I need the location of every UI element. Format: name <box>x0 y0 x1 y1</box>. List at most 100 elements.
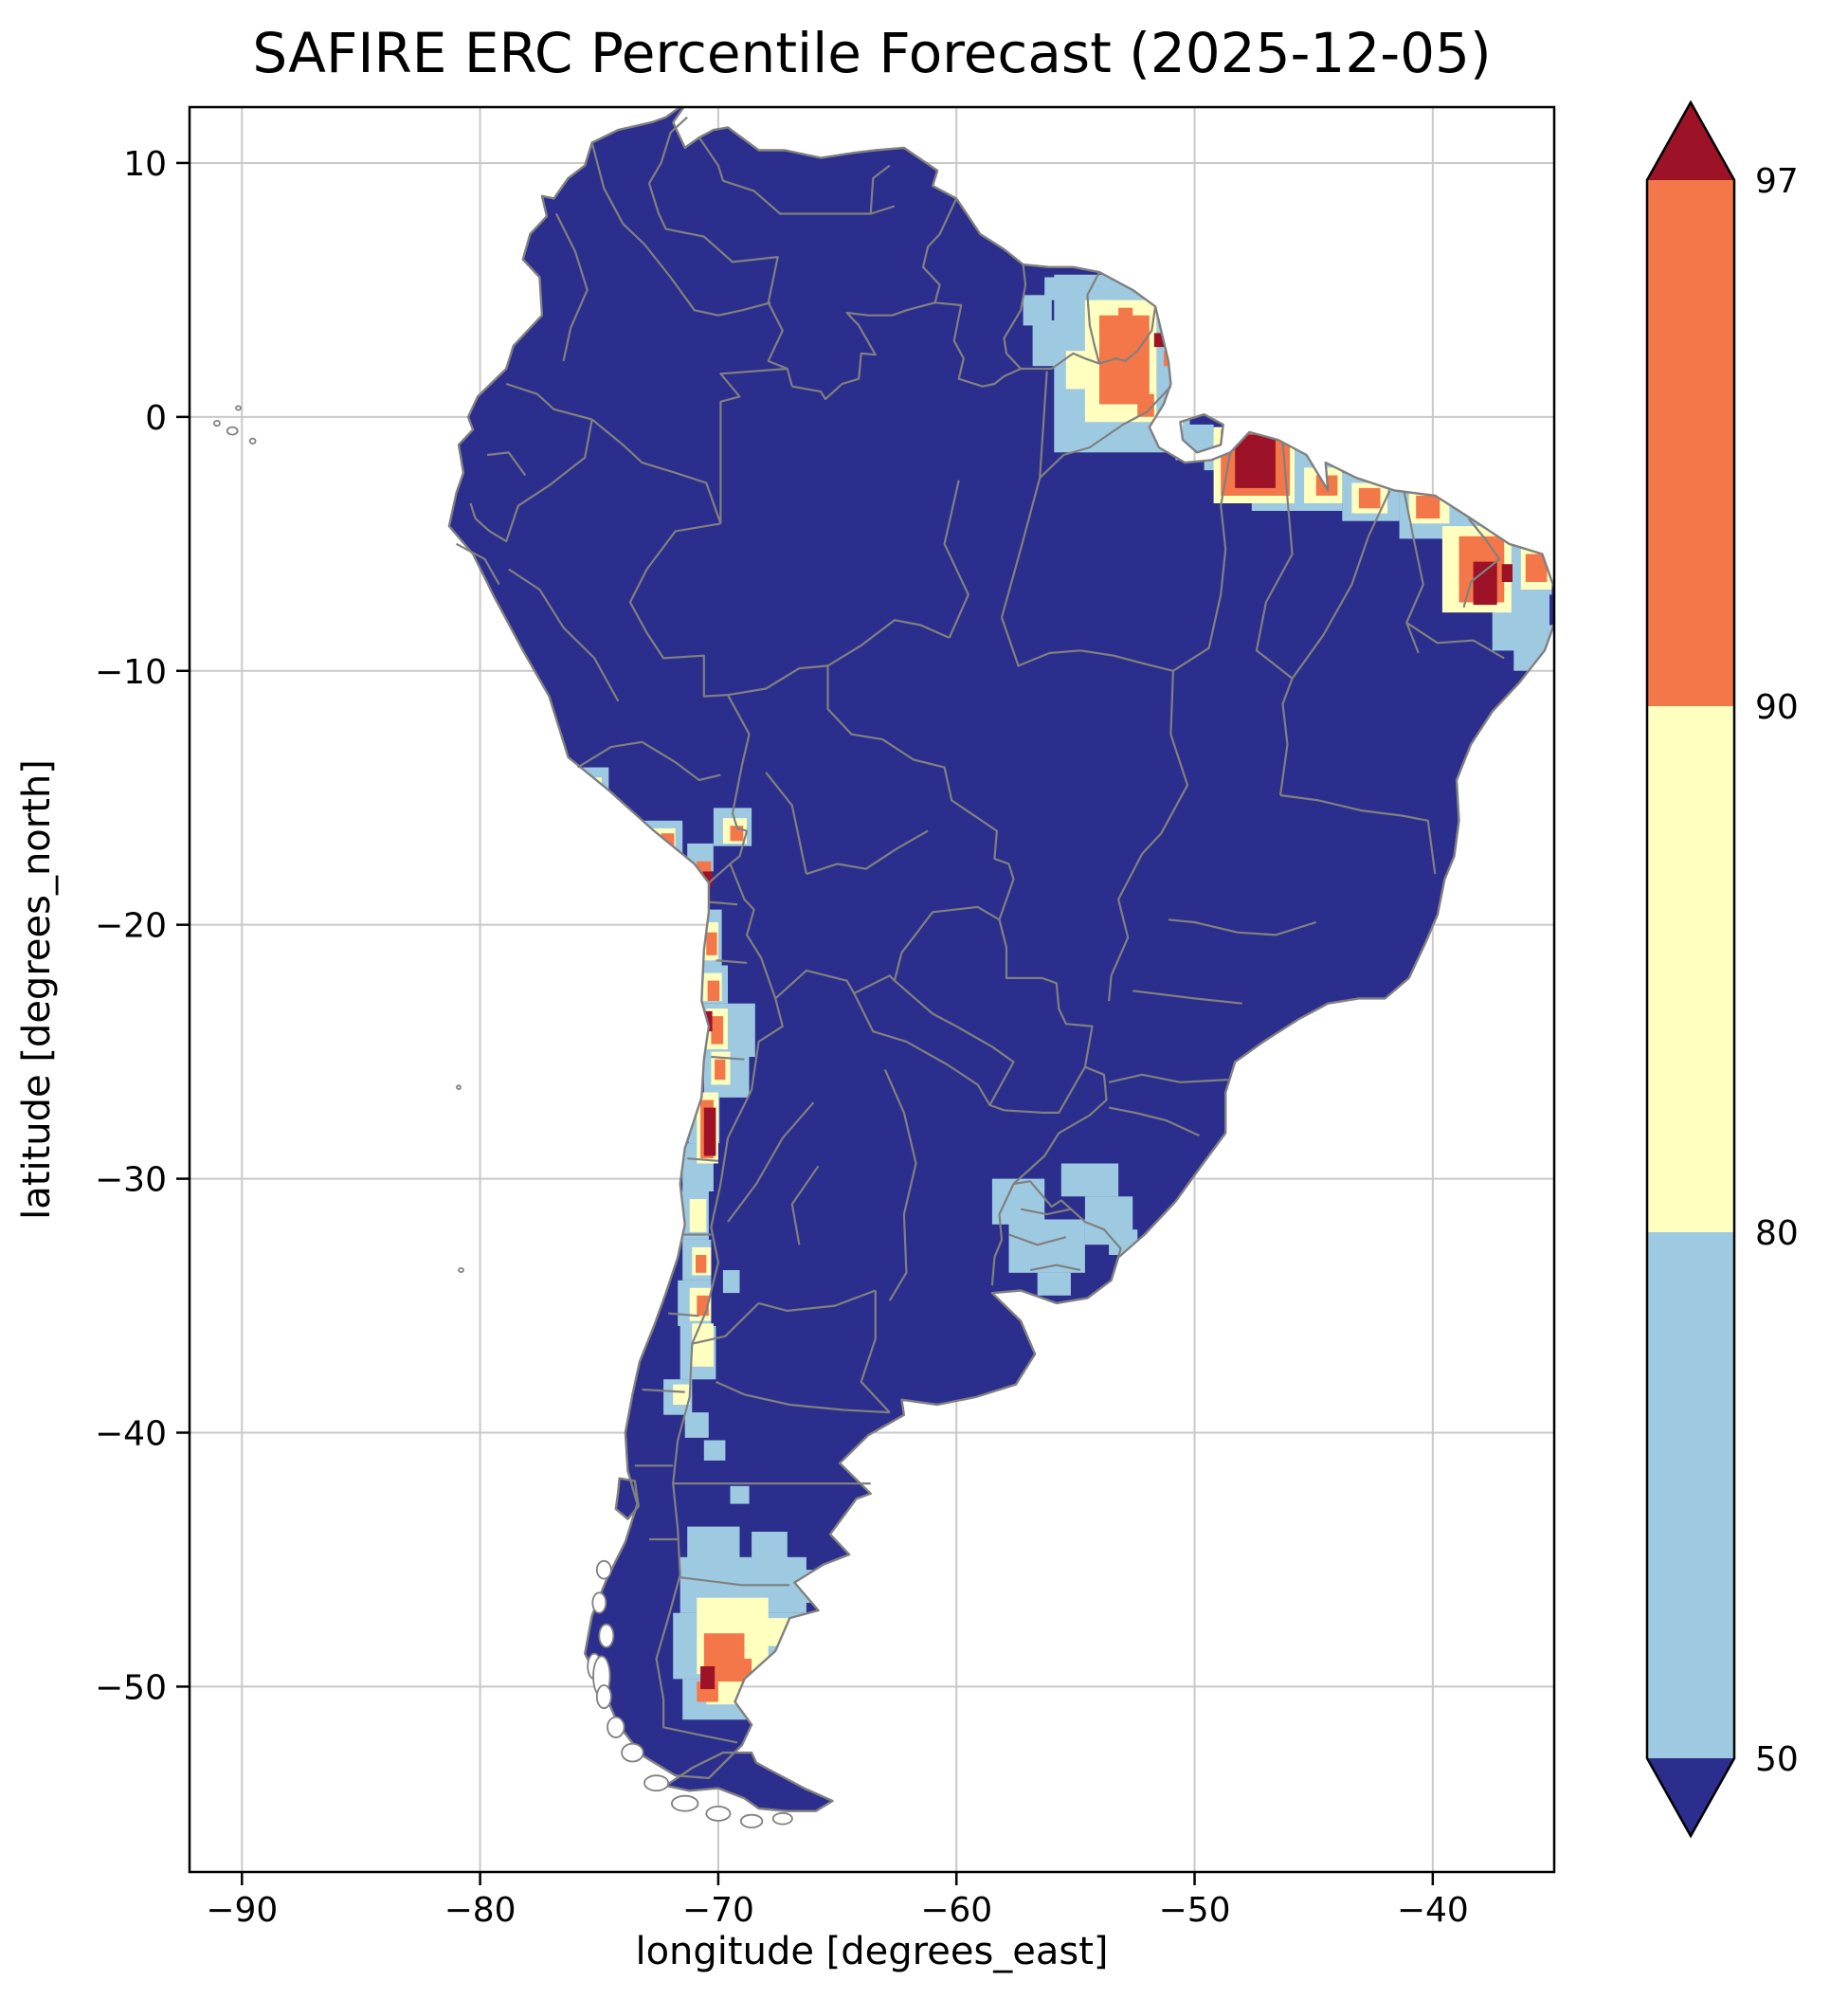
admin-boundary-line <box>765 772 807 875</box>
y-tick-label: 0 <box>145 399 167 438</box>
admin-boundary-line <box>1013 1180 1122 1281</box>
coastline-path <box>447 107 1554 1780</box>
x-axis-label: longitude [degrees_east] <box>635 1930 1108 1973</box>
admin-boundary-line <box>679 1576 790 1587</box>
x-tick-label: −40 <box>1397 1891 1469 1930</box>
x-tick-label: −70 <box>682 1891 754 1930</box>
admin-boundary-line <box>1020 1208 1072 1216</box>
admin-boundary-line <box>1172 452 1232 672</box>
admin-boundary-line <box>1000 617 1174 672</box>
coastline-path <box>614 1477 640 1520</box>
island <box>595 1684 612 1710</box>
admin-boundary-line <box>791 301 935 401</box>
percentile-cell->97 <box>1501 564 1513 582</box>
percentile-cell->97 <box>1473 561 1497 606</box>
admin-boundary-line <box>826 619 951 667</box>
admin-boundary-line <box>508 568 620 702</box>
y-tick-label: −40 <box>95 1415 167 1454</box>
admin-boundary-line <box>727 1101 815 1223</box>
admin-boundary-line <box>1403 491 1424 654</box>
island <box>607 1716 625 1738</box>
admin-boundary-line <box>590 142 645 245</box>
plot-frame <box>188 105 1556 1874</box>
percentile-cell-80-90 <box>673 1384 690 1405</box>
admin-boundary-line <box>642 1388 685 1393</box>
y-axis-label: latitude [degrees_north] <box>15 759 59 1220</box>
percentile-cell-50-80 <box>1060 1163 1119 1197</box>
percentile-cell-50-80 <box>1008 1219 1085 1273</box>
coastline <box>447 107 1554 1812</box>
percentile-cell->97 <box>702 871 713 887</box>
land-polygon <box>665 1753 833 1811</box>
admin-boundary-line <box>555 213 589 362</box>
map-layer <box>212 107 1554 1829</box>
admin-boundary-line <box>647 116 793 387</box>
colorbar-tick-label: 50 <box>1755 1740 1799 1779</box>
admin-boundary-line <box>790 1165 820 1245</box>
percentile-cell-50-80 <box>687 1526 740 1560</box>
admin-boundaries <box>455 116 1505 1744</box>
admin-boundary-line <box>1021 352 1100 371</box>
chart-title: SAFIRE ERC Percentile Forecast (2025-12-… <box>252 21 1491 85</box>
admin-boundary-line <box>806 829 929 876</box>
percentile-cell-90-97 <box>1358 487 1381 509</box>
island <box>458 1267 464 1274</box>
admin-boundary-line <box>1003 264 1027 370</box>
admin-boundary-line <box>894 979 1086 1114</box>
admin-boundary-line <box>692 1302 760 1345</box>
admin-boundary-line <box>990 1183 1015 1286</box>
island <box>212 419 221 427</box>
admin-boundary-line <box>643 244 771 317</box>
y-tick-label: −30 <box>95 1161 167 1200</box>
colorbar-outline <box>1645 100 1736 1839</box>
admin-boundary-line <box>883 1068 917 1215</box>
admin-boundary-line <box>505 382 592 421</box>
axis-ticks: −90 −80 −70 −60 −50 −40 10 0 −10 −20 −30 −40 −50 <box>95 145 1469 1930</box>
coastline-path <box>664 1751 834 1812</box>
percentile-cell-90-97 <box>707 980 720 1001</box>
admin-boundary-line <box>727 664 1015 920</box>
admin-boundary-line <box>888 1214 908 1301</box>
admin-boundary-line <box>943 480 969 639</box>
land-polygon <box>448 107 1554 1778</box>
admin-boundary-line <box>1012 1065 1108 1185</box>
admin-boundary-line <box>1098 306 1157 365</box>
admin-boundary-line <box>758 1289 877 1312</box>
admin-boundary-line <box>934 301 1022 388</box>
admin-boundary-line <box>853 992 991 1106</box>
admin-boundary-line <box>774 969 896 1000</box>
colorbar-tick-label: 90 <box>1755 688 1799 727</box>
percentile-cell-50-80 <box>1037 1272 1071 1296</box>
admin-boundary-line <box>1108 853 1144 1002</box>
percentile-cell-50-80 <box>684 1412 709 1438</box>
percentile-cell-80-90 <box>692 1323 714 1367</box>
island <box>226 426 239 436</box>
island <box>739 1813 764 1829</box>
colorbar-segment-90-97 <box>1647 180 1734 707</box>
island <box>248 437 257 445</box>
percentile-cell-90-97 <box>1525 554 1548 582</box>
island <box>598 1623 615 1648</box>
x-tick-label: −80 <box>444 1891 516 1930</box>
percentile-cell->97 <box>703 1107 716 1156</box>
percentile-cell-50-80 <box>752 1532 788 1560</box>
island <box>595 1559 612 1580</box>
admin-boundary-line <box>1279 793 1437 875</box>
admin-boundary-line <box>716 959 748 964</box>
percentile-cell->97 <box>700 1666 716 1690</box>
island <box>705 1806 732 1822</box>
percentile-cell-90-97 <box>1118 307 1133 323</box>
island <box>621 1742 644 1763</box>
percentile-cells <box>561 274 1554 1720</box>
x-tick-label: −50 <box>1159 1891 1231 1930</box>
admin-boundary-line <box>1168 918 1317 936</box>
admin-boundary-line <box>668 1312 699 1318</box>
colorbar-segment-80-90 <box>1647 706 1734 1233</box>
admin-boundary-line <box>698 136 724 182</box>
admin-boundary-line <box>1000 371 1048 618</box>
colorbar-tick-label: 97 <box>1755 162 1799 201</box>
coastline-path <box>1179 413 1224 454</box>
x-tick-label: −60 <box>920 1891 992 1930</box>
island <box>591 1591 607 1614</box>
